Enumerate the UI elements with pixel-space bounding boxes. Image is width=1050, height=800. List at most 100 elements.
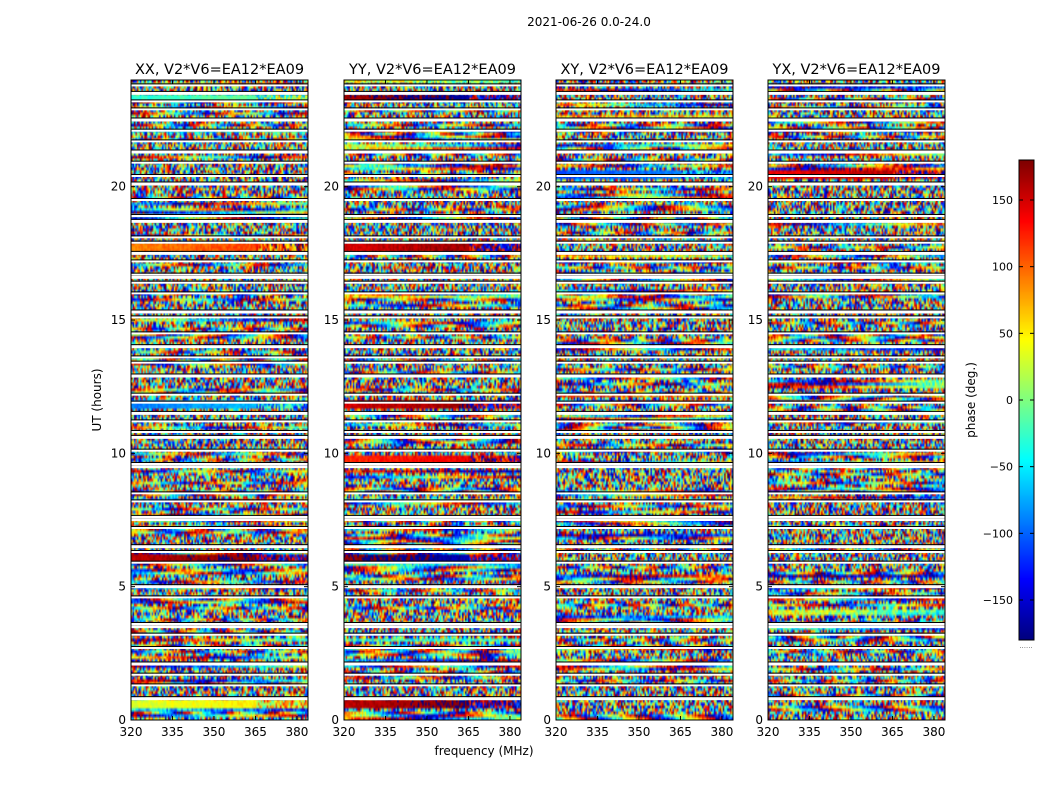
- flagged-gap: [131, 585, 308, 589]
- flagged-gap: [556, 251, 733, 255]
- y-tick-label: 15: [536, 313, 551, 327]
- flagged-gap: [131, 623, 308, 625]
- flagged-gap: [131, 401, 308, 404]
- flagged-gap: [768, 561, 945, 564]
- x-tick-label: 335: [798, 725, 821, 739]
- flagged-gap: [344, 411, 521, 415]
- flagged-gap: [556, 91, 733, 95]
- flagged-gap: [556, 662, 733, 666]
- flagged-gap: [768, 411, 945, 415]
- flagged-gap: [556, 175, 733, 177]
- x-tick-label: 365: [244, 725, 267, 739]
- panel-title: YY, V2*V6=EA12*EA09: [348, 62, 516, 78]
- flagged-gap: [768, 500, 945, 503]
- flagged-gap: [344, 465, 521, 469]
- flagged-gap: [131, 463, 308, 465]
- flagged-gap: [768, 275, 945, 279]
- flagged-gap: [344, 292, 521, 295]
- flagged-gap: [131, 281, 308, 284]
- flagged-gap: [556, 515, 733, 519]
- x-tick-label: 335: [374, 725, 397, 739]
- flagged-gap: [131, 374, 308, 378]
- flagged-gap: [768, 551, 945, 553]
- flagged-gap: [556, 551, 733, 553]
- flagged-gap: [131, 332, 308, 335]
- y-tick-label: 10: [324, 446, 339, 460]
- x-tick-label: 320: [757, 725, 780, 739]
- flagged-gap: [344, 236, 521, 239]
- flagged-gap: [556, 316, 733, 319]
- panel-title: XX, V2*V6=EA12*EA09: [135, 62, 304, 78]
- flagged-gap: [344, 662, 521, 666]
- flagged-gap: [131, 140, 308, 143]
- flagged-gap: [131, 633, 308, 636]
- flagged-gap: [344, 633, 521, 636]
- colorbar-tick-label: 0: [1006, 394, 1013, 407]
- flagged-gap: [344, 435, 521, 439]
- flagged-gap: [556, 345, 733, 349]
- y-tick-label: 20: [748, 180, 763, 194]
- flagged-gap: [131, 435, 308, 439]
- flagged-gap: [556, 633, 733, 636]
- flagged-gap: [556, 310, 733, 314]
- flagged-gap: [344, 260, 521, 263]
- flagged-gap: [344, 625, 521, 629]
- colorbar-label: phase (deg.): [964, 362, 978, 438]
- flagged-gap: [344, 527, 521, 529]
- phase-heatmap-xx: [131, 80, 308, 720]
- flagged-gap: [344, 275, 521, 279]
- flagged-gap: [344, 118, 521, 122]
- flagged-gap: [131, 673, 308, 676]
- flagged-gap: [556, 545, 733, 549]
- flagged-gap: [768, 465, 945, 469]
- y-tick-label: 5: [543, 580, 551, 594]
- flagged-gap: [131, 182, 308, 186]
- flagged-gap: [344, 140, 521, 143]
- x-tick-label: 350: [628, 725, 651, 739]
- flagged-gap: [344, 647, 521, 649]
- flagged-gap: [131, 310, 308, 314]
- flagged-gap: [344, 492, 521, 495]
- flagged-gap: [131, 199, 308, 201]
- y-tick-label: 10: [748, 446, 763, 460]
- flagged-gap: [768, 84, 945, 87]
- y-tick-label: 0: [755, 713, 763, 727]
- flagged-gap: [768, 140, 945, 143]
- flagged-gap: [556, 281, 733, 284]
- x-tick-label: 350: [203, 725, 226, 739]
- flagged-gap: [344, 697, 521, 701]
- panel-xx: XX, V2*V6=EA12*EA09 320 335 350 365 380 0 5 10 15…: [111, 62, 309, 739]
- flagged-gap: [131, 697, 308, 701]
- flagged-gap: [556, 374, 733, 378]
- flagged-gap: [131, 129, 308, 132]
- flagged-gap: [344, 463, 521, 465]
- flagged-gap: [768, 175, 945, 177]
- x-tick-label: 365: [669, 725, 692, 739]
- flagged-gap: [768, 374, 945, 378]
- x-tick-label: 350: [840, 725, 863, 739]
- flagged-gap: [556, 150, 733, 154]
- flagged-gap: [556, 108, 733, 111]
- flagged-gap: [344, 310, 521, 314]
- flagged-gap: [768, 515, 945, 519]
- flagged-gap: [131, 361, 308, 364]
- x-tick-label: 320: [333, 725, 356, 739]
- y-tick-label: 0: [543, 713, 551, 727]
- flagged-gap: [344, 215, 521, 217]
- flagged-gap: [344, 332, 521, 335]
- flagged-gap: [131, 275, 308, 279]
- flagged-gap: [131, 551, 308, 553]
- flagged-gap: [344, 673, 521, 676]
- flagged-gap: [131, 515, 308, 519]
- flagged-gap: [556, 411, 733, 415]
- x-axis-label: frequency (MHz): [434, 744, 533, 758]
- flagged-gap: [768, 431, 945, 433]
- axes-frame: [343, 79, 522, 721]
- flagged-gap: [131, 465, 308, 469]
- flagged-gap: [768, 684, 945, 687]
- colorbar-tick-label: −150: [983, 594, 1013, 607]
- flagged-gap: [768, 527, 945, 529]
- flagged-gap: [768, 625, 945, 629]
- axes-frame: [555, 79, 734, 721]
- flagged-gap: [344, 374, 521, 378]
